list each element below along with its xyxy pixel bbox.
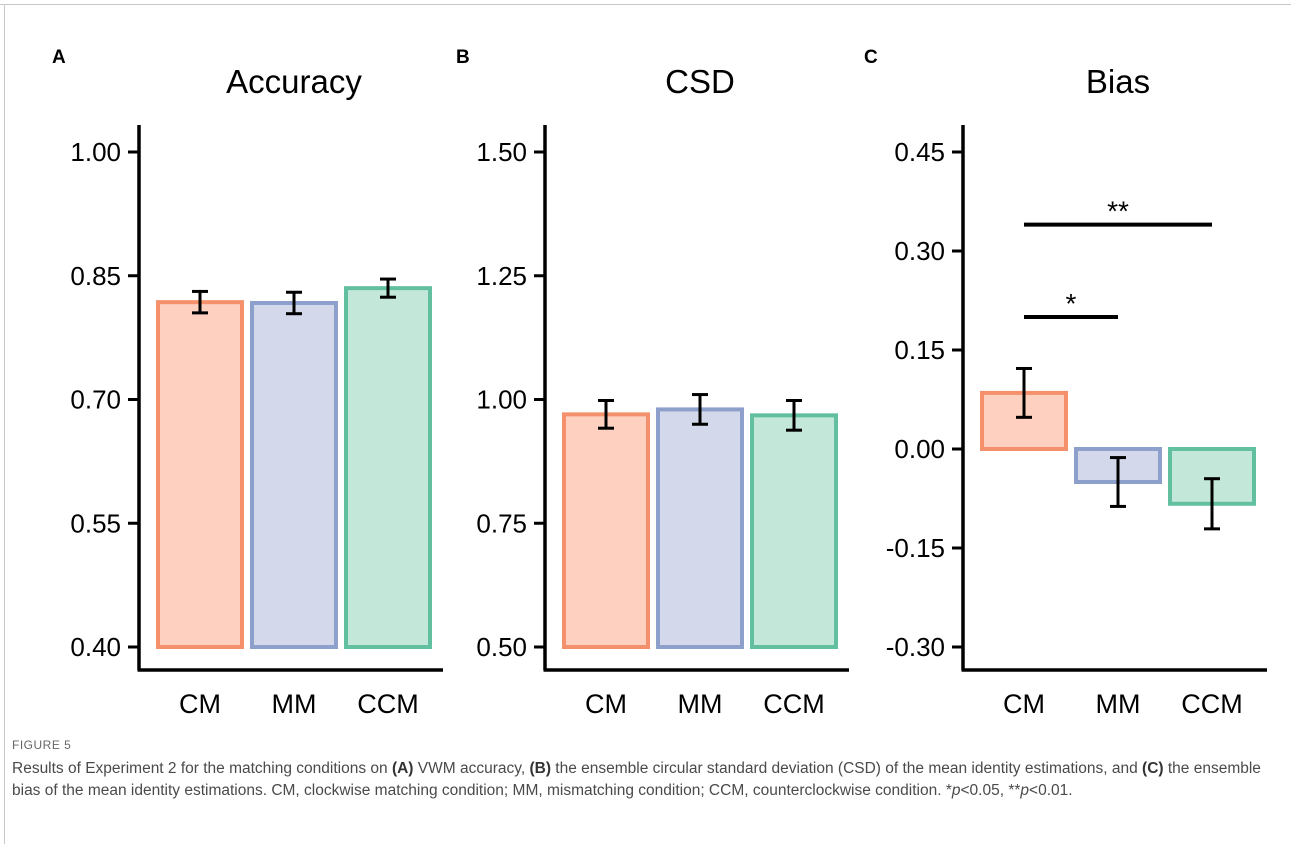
panel-c-significance-label-1: ** [1107,196,1129,227]
panel-c-ytick-label: -0.30 [886,632,945,662]
panel-b-ytick-label: 1.50 [476,137,527,167]
panel-c-ytick-label: -0.15 [886,533,945,563]
figure-caption: Results of Experiment 2 for the matching… [12,758,1277,802]
caption-text-4: the ensemble bias of the mean identity e… [12,760,1261,799]
panel-b-ytick-label: 0.75 [476,508,527,538]
panel-b-xtick-mm: MM [678,689,723,719]
panel-a-label: A [52,47,66,68]
caption-text-3: the ensemble circular standard deviation… [551,760,1143,777]
panel-a-ytick-label: 0.70 [70,385,121,415]
panel-c-ytick-label: 0.15 [894,335,945,365]
panel-c-significance-label-0: * [1066,288,1077,319]
panel-a-bar-mm [250,300,338,649]
caption-p-var-1: p [951,782,961,799]
panel-a-xtick-cm: CM [179,689,221,719]
caption-text-6: <0.01. [1029,782,1073,799]
panel-c-xtick-ccm: CCM [1181,689,1243,719]
panel-a-ytick-label: 0.40 [70,632,121,662]
caption-p-var-2: p [1020,782,1030,799]
panel-c-title: Bias [1086,63,1150,100]
caption-panel-a-ref: (A) [391,760,414,777]
panel-b-ytick-label: 1.00 [476,385,527,415]
panel-a-bar-cm [156,300,244,649]
caption-text-2: VWM accuracy, [413,760,530,777]
panel-a-bar-ccm [344,286,432,649]
panel-b-bar-mm [656,407,744,649]
panel-c-xtick-mm: MM [1096,689,1141,719]
panel-a-xtick-mm: MM [272,689,317,719]
caption-text-1: Results of Experiment 2 for the matching… [12,760,392,777]
panel-c-ytick-label: 0.00 [894,434,945,464]
figure-frame-top [0,4,1291,5]
panel-b-ytick-label: 1.25 [476,261,527,291]
panel-b-ytick-label: 0.50 [476,632,527,662]
figure-label: FIGURE 5 [12,738,72,752]
figure-caption-block: FIGURE 5 Results of Experiment 2 for the… [12,738,1277,802]
panel-c-ytick-label: 0.30 [894,236,945,266]
panel-a-title: Accuracy [226,63,362,100]
panel-b-bar-cm [562,412,650,649]
panel-a-ytick-label: 0.55 [70,508,121,538]
panel-c-ytick-label: 0.45 [894,137,945,167]
panel-b-title: CSD [665,63,735,100]
panel-c-label: C [864,47,878,68]
panel-b-label: B [456,47,470,68]
panel-a-ytick-label: 1.00 [70,137,121,167]
panel-c-xtick-cm: CM [1003,689,1045,719]
panel-b-xtick-cm: CM [585,689,627,719]
panel-b-bar-ccm [750,413,838,649]
figure-frame-left [4,4,5,844]
panel-a-ytick-label: 0.85 [70,261,121,291]
caption-text-5: <0.05, ** [960,782,1021,799]
panel-a-xtick-ccm: CCM [357,689,419,719]
caption-panel-c-ref: (C) [1142,760,1164,777]
caption-panel-b-ref: (B) [529,760,551,777]
panel-b-xtick-ccm: CCM [763,689,825,719]
